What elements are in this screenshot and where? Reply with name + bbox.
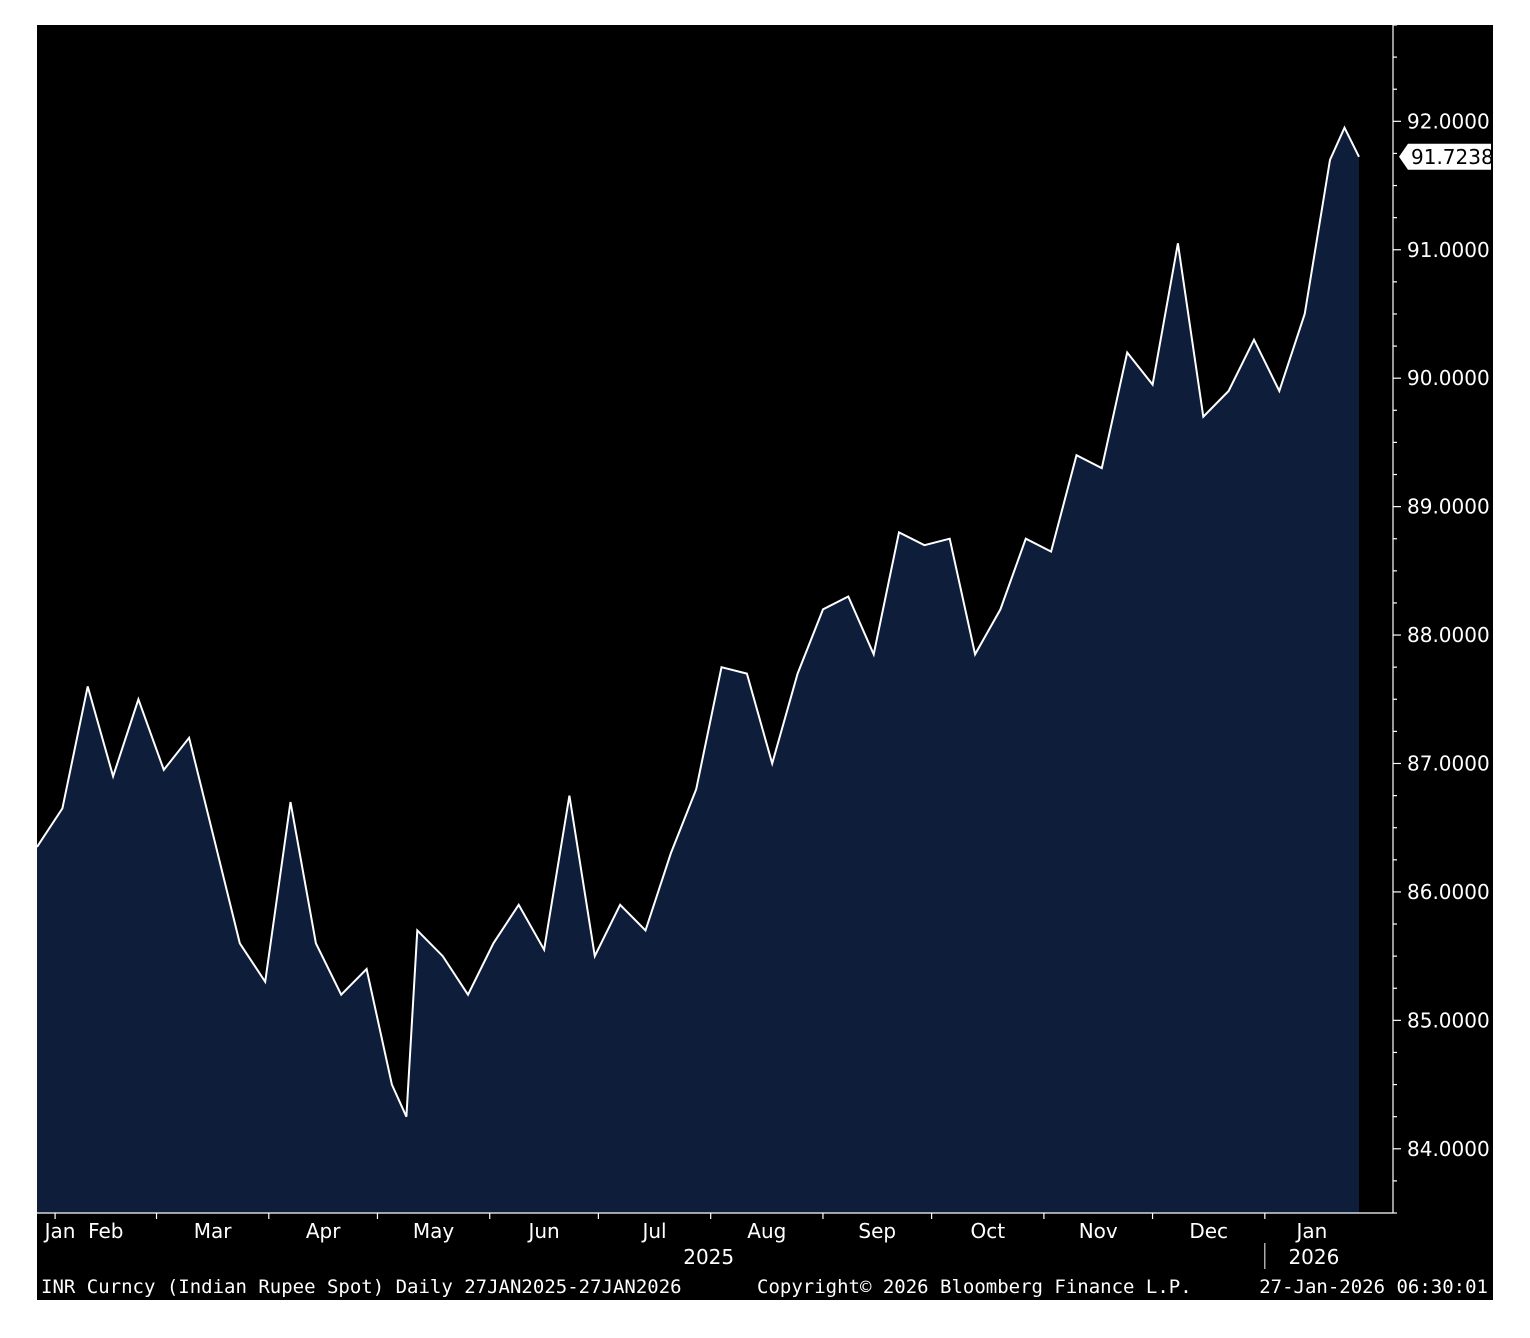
last-value-label: 91.7238 [1399, 143, 1493, 170]
x-year-label: 2026 [1288, 1245, 1339, 1269]
footer-security: INR Curncy (Indian Rupee Spot) Daily 27J… [41, 1276, 682, 1298]
x-year-label: 2025 [683, 1245, 734, 1269]
y-tick-label: 84.0000 [1407, 1137, 1490, 1161]
y-tick-label: 87.0000 [1407, 751, 1490, 775]
y-tick-label: 86.0000 [1407, 880, 1490, 904]
x-month-label: Jun [526, 1219, 559, 1243]
x-month-label: Jan [43, 1219, 76, 1243]
last-value-label-bg [1399, 143, 1491, 170]
y-tick-label: 92.0000 [1407, 109, 1490, 133]
x-month-label: Nov [1079, 1219, 1118, 1243]
footer-copyright: Copyright© 2026 Bloomberg Finance L.P. [757, 1276, 1192, 1298]
x-month-label: Aug [747, 1219, 786, 1243]
y-tick-label: 88.0000 [1407, 623, 1490, 647]
x-month-label: Feb [88, 1219, 123, 1243]
y-tick-label: 90.0000 [1407, 366, 1490, 390]
y-ticks: 84.0000 85.0000 86.0000 87.0000 88.0000 89.00… [1393, 25, 1490, 1214]
y-tick-label: 91.0000 [1407, 238, 1490, 262]
last-value-text: 91.7238 [1411, 145, 1493, 169]
x-month-label: Apr [306, 1219, 341, 1243]
series-line [37, 125, 1360, 1118]
x-month-label: Oct [970, 1219, 1005, 1243]
x-ticks: Jan Feb Mar Apr May Jun Jul Aug Sep Oct Nov Dec Jan2… [43, 1213, 1339, 1269]
footer-timestamp: 27-Jan-2026 06:30:01 [1259, 1276, 1488, 1298]
x-month-label: Dec [1189, 1219, 1228, 1243]
x-month-label: Mar [194, 1219, 233, 1243]
x-month-label: May [413, 1219, 455, 1243]
chart-root: 84.0000 85.0000 86.0000 87.0000 88.0000 89.00… [37, 25, 1493, 1300]
x-month-label: Jan [1294, 1219, 1327, 1243]
y-tick-label: 85.0000 [1407, 1008, 1490, 1032]
chart-svg: 84.0000 85.0000 86.0000 87.0000 88.0000 89.00… [37, 25, 1493, 1298]
x-month-label: Jul [640, 1219, 666, 1243]
y-tick-label: 89.0000 [1407, 495, 1490, 519]
x-month-label: Sep [858, 1219, 896, 1243]
area-fill [37, 127, 1359, 1214]
